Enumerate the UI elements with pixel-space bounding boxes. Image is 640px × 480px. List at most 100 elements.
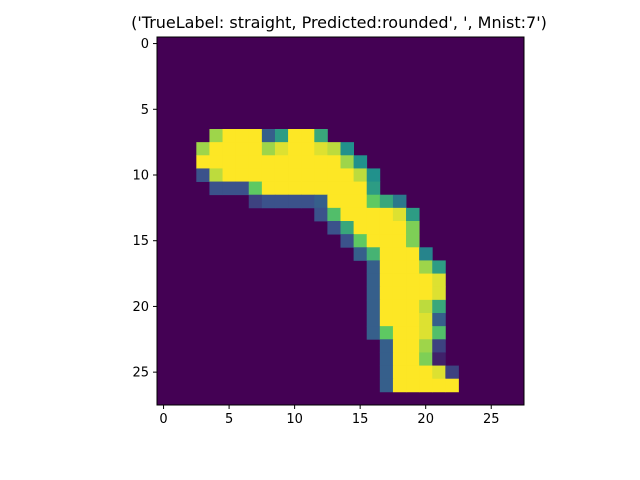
pixel-cell [209,155,223,169]
pixel-cell [366,273,381,288]
pixel-cell [432,339,446,353]
pixel-cell [419,378,433,393]
pixel-cell [392,313,407,327]
pixel-cell [301,142,315,156]
pixel-cell [327,207,341,222]
pixel-cell [353,234,368,248]
pixel-cell [366,168,381,182]
x-tick-label: 25 [483,412,500,427]
pixel-cell [353,194,368,209]
pixel-cell [406,352,420,366]
pixel-cell [222,129,237,143]
pixel-cell [432,313,446,327]
y-tick-label: 15 [132,234,149,249]
pixel-cell [261,155,276,169]
chart-title: ('TrueLabel: straight, Predicted:rounded… [131,13,547,32]
pixel-cell [340,207,355,222]
pixel-cell [301,168,315,182]
pixel-cell [209,181,223,196]
pixel-cell [379,352,394,366]
x-tick-label: 20 [417,412,434,427]
pixel-cell [406,365,420,380]
pixel-cell [314,142,328,156]
pixel-cell [419,247,433,261]
pixel-cell [419,365,433,380]
pixel-cell [406,313,420,327]
pixel-cell [392,326,407,340]
pixel-cell [314,181,328,196]
pixel-cell [261,129,276,143]
pixel-cell [274,168,289,182]
pixel-cell [366,181,381,196]
pixel-cell [235,155,250,169]
pixel-cell [432,326,446,340]
y-tick-label: 20 [132,300,149,315]
pixel-cell [379,339,394,353]
pixel-cell [327,221,341,235]
pixel-cell [248,155,263,169]
pixel-cell [327,142,341,156]
pixel-cell [432,286,446,301]
pixel-cell [327,181,341,196]
pixel-cell [327,155,341,169]
pixel-cell [222,181,237,196]
pixel-cell [340,194,355,209]
pixel-cell [406,339,420,353]
x-tick-label: 5 [225,412,233,427]
pixel-cell [366,313,381,327]
pixel-cell [392,339,407,353]
pixel-cell [314,129,328,143]
pixel-cell [419,273,433,288]
pixel-cell [419,260,433,274]
pixel-cell [432,352,446,366]
x-tick-label: 10 [286,412,303,427]
pixel-cell [432,299,446,314]
pixel-cell [327,168,341,182]
pixel-cell [406,286,420,301]
y-tick-label: 10 [132,169,149,184]
pixel-cell [392,221,407,235]
pixel-cell [222,168,237,182]
x-axis: 0 5 10 15 20 25 [159,405,500,427]
pixel-cell [379,313,394,327]
pixel-cell [288,194,302,209]
pixel-cell [392,352,407,366]
pixel-cell [379,286,394,301]
pixel-cell [379,378,394,393]
pixel-cell [288,181,302,196]
pixel-cell [392,207,407,222]
pixel-cell [261,168,276,182]
pixel-cell [196,142,210,156]
pixel-cell [419,286,433,301]
pixel-cell [340,142,355,156]
pixel-cell [445,365,459,380]
pixel-cell [366,221,381,235]
pixel-cell [209,168,223,182]
pixel-cell [379,194,394,209]
pixel-cell [392,194,407,209]
pixel-cell [248,194,263,209]
pixel-cell [288,142,302,156]
pixel-cell [419,339,433,353]
pixel-cell [209,142,223,156]
pixel-cell [406,260,420,274]
pixel-cell [379,221,394,235]
pixel-cell [288,155,302,169]
pixel-cell [248,129,263,143]
pixel-cell [274,181,289,196]
y-axis: 0 5 10 15 20 25 [132,37,157,381]
pixel-cell [274,155,289,169]
pixel-cell [261,142,276,156]
pixel-cell [419,299,433,314]
pixel-cell [392,273,407,288]
pixel-cell [406,273,420,288]
pixel-cell [406,326,420,340]
pixel-cell [196,168,210,182]
pixel-cell [314,155,328,169]
pixel-cell [235,181,250,196]
pixel-cell [379,365,394,380]
x-tick-label: 15 [352,412,369,427]
pixel-cell [314,168,328,182]
pixel-cell [379,247,394,261]
